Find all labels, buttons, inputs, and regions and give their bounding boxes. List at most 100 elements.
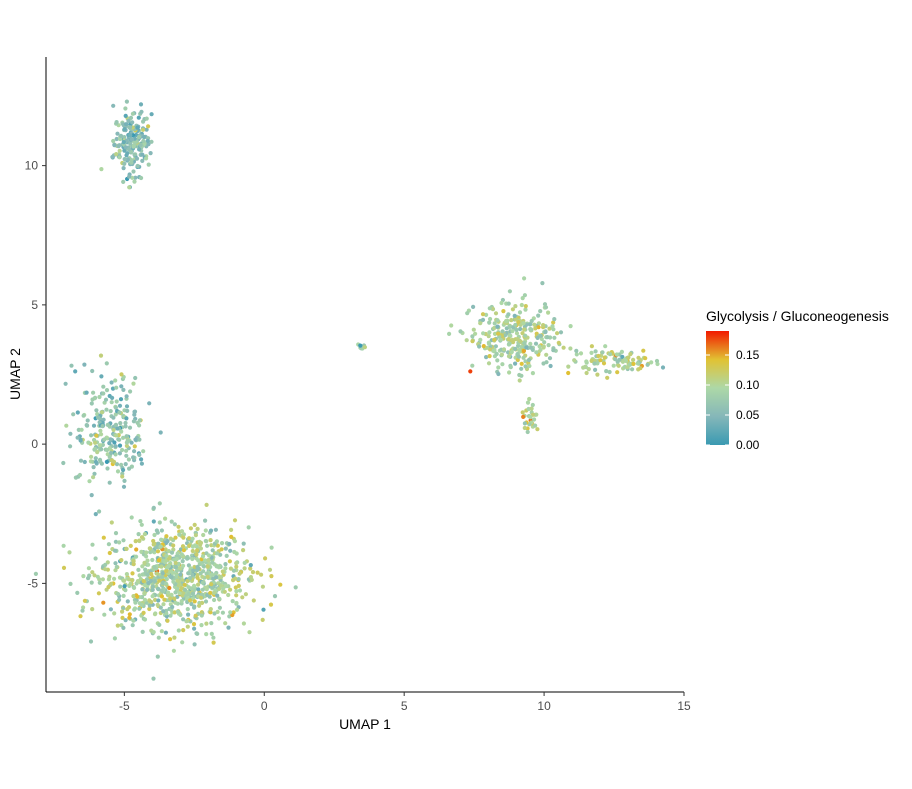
scatter-point [123, 618, 128, 623]
scatter-point [180, 640, 185, 645]
scatter-point [236, 577, 241, 582]
scatter-point [123, 420, 128, 426]
scatter-point [97, 443, 102, 448]
scatter-point [135, 594, 140, 599]
scatter-point [111, 138, 116, 144]
scatter-point [607, 369, 612, 375]
scatter-point [493, 344, 498, 349]
scatter-point [130, 578, 135, 583]
scatter-point [481, 344, 486, 349]
scatter-point [113, 539, 118, 544]
scatter-point [68, 444, 73, 449]
scatter-point [494, 351, 499, 357]
scatter-point [109, 581, 114, 586]
scatter-point [115, 591, 121, 597]
scatter-point [487, 330, 492, 335]
scatter-point [95, 574, 100, 579]
scatter-point [517, 310, 523, 315]
scatter-point [631, 361, 636, 366]
scatter-point [108, 409, 113, 414]
scatter-point [121, 606, 126, 611]
scatter-point [164, 534, 169, 539]
scatter-point [506, 301, 511, 306]
scatter-point [145, 558, 150, 563]
scatter-point [99, 374, 104, 379]
scatter-point [260, 584, 265, 589]
scatter-point [147, 546, 152, 551]
scatter-point [131, 562, 136, 567]
scatter-point [226, 592, 231, 598]
scatter-point [131, 133, 136, 138]
scatter-point [94, 433, 99, 438]
scatter-point [237, 571, 242, 576]
scatter-point [228, 610, 233, 615]
scatter-point [94, 408, 99, 413]
scatter-point [127, 612, 132, 617]
scatter-point [130, 120, 135, 125]
scatter-point [205, 574, 210, 580]
scatter-point [101, 535, 106, 540]
scatter-point [141, 610, 146, 616]
scatter-point [104, 459, 109, 464]
scatter-point [524, 345, 529, 350]
scatter-point [142, 597, 148, 602]
scatter-point [122, 161, 127, 166]
scatter-point [155, 602, 160, 607]
scatter-point [113, 452, 118, 457]
scatter-point [93, 456, 98, 461]
scatter-point [521, 355, 526, 360]
scatter-point [210, 585, 215, 590]
scatter-point [152, 612, 158, 617]
scatter-point [568, 324, 573, 329]
scatter-point [141, 127, 146, 132]
scatter-point [185, 578, 190, 584]
scatter-point [172, 635, 177, 640]
scatter-point [195, 575, 200, 581]
scatter-point [209, 631, 214, 637]
scatter-point [132, 449, 137, 454]
y-tick-label: 10 [25, 159, 39, 173]
scatter-point [156, 558, 161, 563]
scatter-point [99, 447, 104, 452]
scatter-point [167, 585, 172, 591]
scatter-point [107, 454, 112, 459]
scatter-point [79, 427, 84, 432]
scatter-point [478, 321, 483, 326]
scatter-point [196, 587, 201, 592]
scatter-point [140, 564, 145, 569]
scatter-point [190, 572, 195, 577]
scatter-point [122, 135, 127, 140]
scatter-point [544, 352, 549, 357]
scatter-point [206, 558, 211, 563]
scatter-point [625, 365, 630, 370]
scatter-point [583, 364, 588, 369]
scatter-point [181, 590, 186, 596]
scatter-point [86, 440, 91, 445]
scatter-point [236, 583, 241, 589]
scatter-point [139, 457, 144, 462]
scatter-point [118, 133, 124, 138]
scatter-point [150, 584, 155, 590]
scatter-point [93, 511, 98, 517]
scatter-point [231, 578, 236, 583]
scatter-point [169, 575, 174, 580]
scatter-point [179, 585, 184, 591]
scatter-point [137, 418, 142, 423]
scatter-point [207, 594, 212, 599]
scatter-point [513, 322, 518, 327]
scatter-point [168, 613, 173, 618]
scatter-point [523, 333, 528, 338]
scatter-point [134, 554, 139, 559]
scatter-point [142, 560, 147, 566]
scatter-point [140, 629, 145, 635]
scatter-point [204, 632, 209, 637]
scatter-point [214, 539, 219, 544]
scatter-point [604, 369, 609, 374]
scatter-point [151, 519, 156, 524]
scatter-point [151, 676, 156, 681]
scatter-point [188, 526, 193, 531]
scatter-point [195, 526, 200, 532]
scatter-point [177, 591, 182, 596]
scatter-point [122, 157, 127, 162]
scatter-point [146, 562, 151, 567]
